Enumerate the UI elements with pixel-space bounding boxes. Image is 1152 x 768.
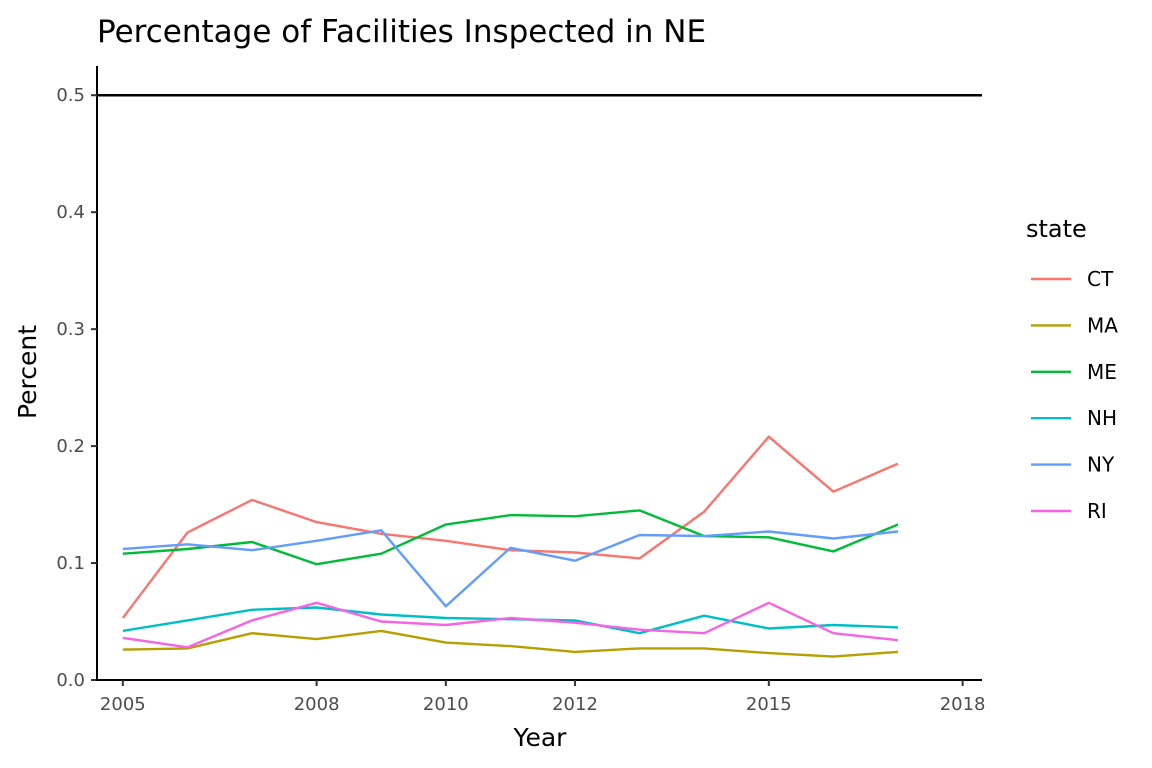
series-line-ny [122, 529, 899, 608]
legend-title: state [1026, 215, 1087, 243]
y-tick-label: 0.4 [56, 202, 85, 223]
legend-label-ct: CT [1087, 267, 1114, 291]
series-line-ct [121, 435, 899, 619]
y-tick-label: 0.0 [56, 670, 85, 691]
plot-area [97, 93, 982, 658]
x-tick-label: 2015 [746, 694, 792, 715]
legend-label-ri: RI [1087, 499, 1107, 523]
x-tick-label: 2012 [552, 694, 598, 715]
legend-label-ny: NY [1087, 453, 1115, 477]
legend-label-nh: NH [1087, 406, 1117, 430]
legend: state CT MA ME NH NY RI [1026, 215, 1118, 523]
series-line-ri [122, 601, 899, 649]
x-tick-label: 2018 [940, 694, 986, 715]
y-tick-label: 0.1 [56, 553, 85, 574]
x-tick-label: 2010 [423, 694, 469, 715]
series-line-ma [122, 629, 899, 658]
x-axis: 2005 2008 2010 2012 2015 2018 [96, 679, 986, 715]
y-tick-label: 0.3 [56, 319, 85, 340]
chart-title: Percentage of Facilities Inspected in NE [97, 14, 706, 50]
y-tick-label: 0.5 [56, 85, 85, 106]
y-tick-label: 0.2 [56, 436, 85, 457]
x-tick-label: 2008 [294, 694, 340, 715]
y-axis: 0.0 0.1 0.2 0.3 0.4 0.5 [56, 66, 98, 691]
x-tick-label: 2005 [100, 694, 146, 715]
series-line-nh [122, 606, 899, 635]
legend-label-me: ME [1087, 360, 1117, 384]
legend-label-ma: MA [1087, 313, 1118, 337]
x-axis-title: Year [513, 723, 568, 752]
y-axis-title: Percent [13, 325, 42, 419]
series-line-me [122, 509, 899, 566]
